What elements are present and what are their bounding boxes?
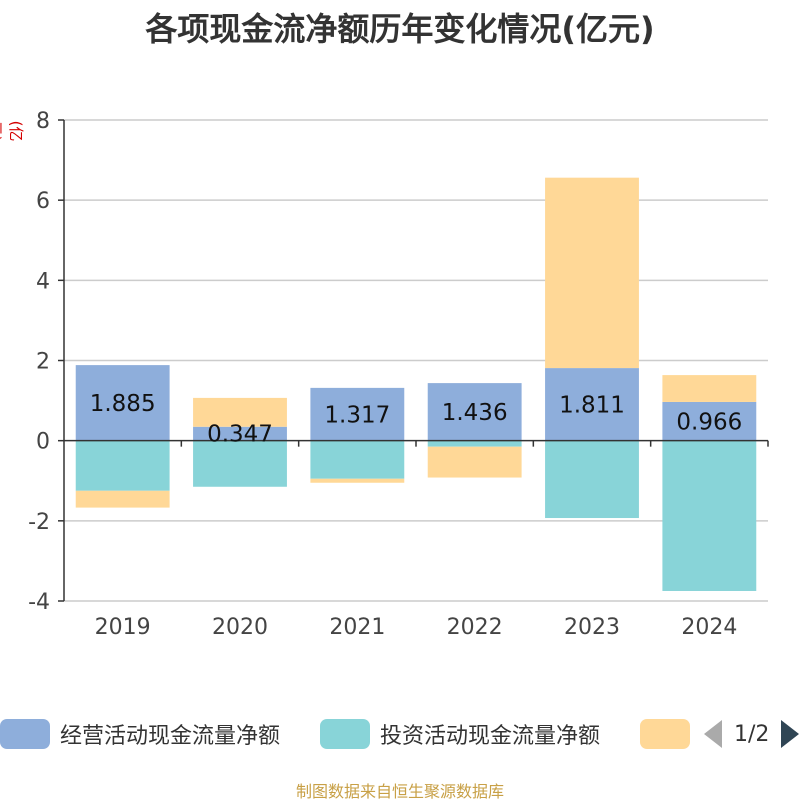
chart-title: 各项现金流净额历年变化情况(亿元) bbox=[145, 10, 655, 48]
bar-segment-s0 bbox=[193, 426, 287, 441]
x-tick-label: 2020 bbox=[212, 615, 268, 640]
bar-segment-s2 bbox=[75, 490, 170, 508]
bar-segment-s2 bbox=[662, 375, 757, 402]
legend-label-investing: 投资活动现金流量净额 bbox=[380, 724, 601, 749]
legend-swatch-investing bbox=[320, 719, 370, 749]
bar-chart: -4 -2 0 2 4 6 8 2019 2020 2021 2022 2023 2024 1.885 0… bbox=[28, 109, 769, 640]
y-tick-label: 6 bbox=[36, 189, 50, 214]
legend-pager: 1/2 bbox=[704, 714, 800, 754]
bar-segment-s2 bbox=[310, 478, 405, 483]
x-tick-label: 2019 bbox=[95, 615, 151, 640]
bar-segment-s0 bbox=[427, 383, 522, 441]
bar-segment-s0 bbox=[662, 401, 757, 441]
legend-label-operating: 经营活动现金流量净额 bbox=[60, 724, 281, 749]
x-tick-label: 2024 bbox=[681, 615, 737, 640]
bar-segment-s1 bbox=[545, 440, 639, 519]
y-tick-label: 8 bbox=[36, 109, 50, 134]
y-tick-label: -4 bbox=[28, 590, 50, 615]
bar-data-label: 1.317 bbox=[324, 402, 390, 428]
bar-data-label: 0.966 bbox=[676, 409, 742, 435]
bar-segment-s0 bbox=[75, 365, 170, 441]
bar-segment-s1 bbox=[427, 440, 522, 447]
bar-segment-s1 bbox=[310, 440, 405, 479]
labels: 1.885 0.347 1.317 1.436 1.811 0.966 bbox=[90, 391, 743, 448]
x-tick-label: 2022 bbox=[447, 615, 503, 640]
bar-segment-s1 bbox=[193, 440, 287, 487]
bar-segment-s2 bbox=[193, 397, 287, 427]
bar-data-label: 1.811 bbox=[559, 392, 625, 418]
bar-segment-s2 bbox=[427, 446, 522, 478]
y-tick-label: 0 bbox=[36, 430, 50, 455]
bar-data-label: 1.436 bbox=[442, 400, 508, 426]
y-tick-label: -2 bbox=[28, 510, 50, 535]
axes: -4 -2 0 2 4 6 8 2019 2020 2021 2022 2023 2024 bbox=[28, 109, 769, 640]
legend-swatch-third bbox=[640, 719, 690, 749]
bar-segment-s1 bbox=[662, 440, 757, 591]
bar-segment-s1 bbox=[75, 440, 170, 491]
legend-item-third[interactable] bbox=[640, 714, 700, 754]
legend: 经营活动现金流量净额 投资活动现金流量净额 1/2 bbox=[0, 714, 800, 754]
bars bbox=[75, 177, 757, 591]
legend-swatch-operating bbox=[0, 719, 50, 749]
bar-segment-s2 bbox=[545, 177, 639, 369]
data-source-footer: 制图数据来自恒生聚源数据库 bbox=[295, 782, 504, 801]
legend-next-arrow-icon[interactable] bbox=[781, 720, 800, 748]
legend-page-indicator: 1/2 bbox=[734, 721, 770, 747]
legend-prev-arrow-icon[interactable] bbox=[704, 720, 722, 748]
legend-item-operating[interactable]: 经营活动现金流量净额 bbox=[0, 714, 280, 754]
bar-data-label: 0.347 bbox=[207, 422, 273, 448]
bar-segment-s0 bbox=[310, 387, 405, 441]
x-tick-label: 2023 bbox=[564, 615, 620, 640]
bar-data-label: 1.885 bbox=[90, 391, 156, 417]
grid-lines bbox=[64, 119, 768, 602]
legend-item-investing[interactable]: 投资活动现金流量净额 bbox=[320, 714, 600, 754]
bar-segment-s0 bbox=[545, 368, 639, 441]
y-tick-label: 4 bbox=[36, 269, 50, 294]
y-tick-label: 2 bbox=[36, 350, 50, 375]
x-tick-label: 2021 bbox=[329, 615, 385, 640]
